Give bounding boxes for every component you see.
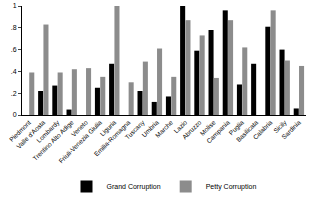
svg-text:Sardinia: Sardinia bbox=[280, 118, 302, 140]
svg-text:Lombardy: Lombardy bbox=[35, 118, 62, 145]
svg-text:Basilicata: Basilicata bbox=[235, 118, 260, 143]
svg-text:.6: .6 bbox=[11, 46, 17, 53]
svg-text:Veneto: Veneto bbox=[70, 118, 90, 138]
svg-text:Puglia: Puglia bbox=[227, 118, 246, 137]
svg-text:.8: .8 bbox=[11, 24, 17, 31]
svg-text:Emilia-Romagna: Emilia-Romagna bbox=[93, 118, 133, 158]
svg-text:Sicily: Sicily bbox=[272, 118, 289, 135]
svg-text:Friuli-Venezia Giulia: Friuli-Venezia Giulia bbox=[57, 118, 103, 164]
svg-text:Trentino Alto Adige: Trentino Alto Adige bbox=[31, 118, 75, 162]
svg-text:Piedmont: Piedmont bbox=[8, 118, 33, 143]
svg-text:Umbria: Umbria bbox=[140, 118, 160, 138]
svg-text:Campania: Campania bbox=[205, 118, 232, 145]
svg-text:1: 1 bbox=[13, 2, 17, 9]
svg-text:Molise: Molise bbox=[198, 118, 217, 137]
svg-text:Calabria: Calabria bbox=[251, 118, 273, 140]
svg-text:.2: .2 bbox=[11, 90, 17, 97]
svg-text:Petty Corruption: Petty Corruption bbox=[206, 183, 257, 191]
svg-text:.4: .4 bbox=[11, 68, 17, 75]
svg-text:Grand Corruption: Grand Corruption bbox=[107, 183, 161, 191]
svg-text:Tuscany: Tuscany bbox=[124, 118, 147, 141]
svg-text:0: 0 bbox=[13, 111, 17, 118]
svg-text:Valle d'Aosta: Valle d'Aosta bbox=[15, 118, 47, 150]
svg-text:Liguria: Liguria bbox=[99, 118, 119, 138]
svg-text:Lazio: Lazio bbox=[172, 118, 188, 134]
svg-text:Marche: Marche bbox=[154, 118, 175, 139]
svg-text:Abruzzo: Abruzzo bbox=[181, 118, 203, 140]
